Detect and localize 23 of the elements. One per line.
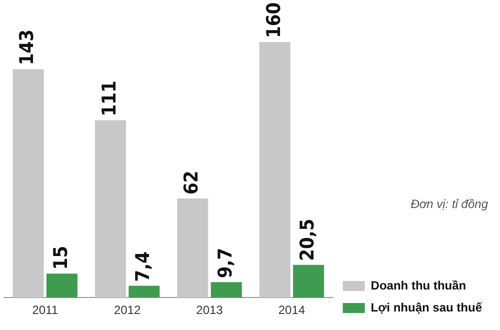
legend-label: Lợi nhuận sau thuế <box>370 300 482 314</box>
bar <box>210 282 242 298</box>
bar <box>177 198 208 298</box>
x-tick-label: 2012 <box>114 303 141 318</box>
data-label: 62 <box>180 170 203 195</box>
bar <box>293 264 324 298</box>
data-label: 111 <box>98 80 120 116</box>
data-label: 160 <box>262 2 285 38</box>
x-tick-label: 2011 <box>32 303 58 318</box>
data-label: 20,5 <box>296 218 318 261</box>
bar <box>94 120 126 298</box>
bar <box>259 42 290 298</box>
bar <box>128 286 160 298</box>
data-label: 143 <box>16 29 38 66</box>
data-label: 15 <box>50 246 72 270</box>
data-label: 9,7 <box>214 248 236 278</box>
bar <box>46 274 78 298</box>
x-tick-label: 2013 <box>196 303 224 318</box>
text: Đơn vị: tỉ đồng <box>410 197 488 211</box>
legend-label: Doanh thu thuần <box>370 278 466 292</box>
bar <box>12 69 44 298</box>
data-label: 7,4 <box>132 251 154 282</box>
x-tick-label: 2014 <box>278 303 306 318</box>
